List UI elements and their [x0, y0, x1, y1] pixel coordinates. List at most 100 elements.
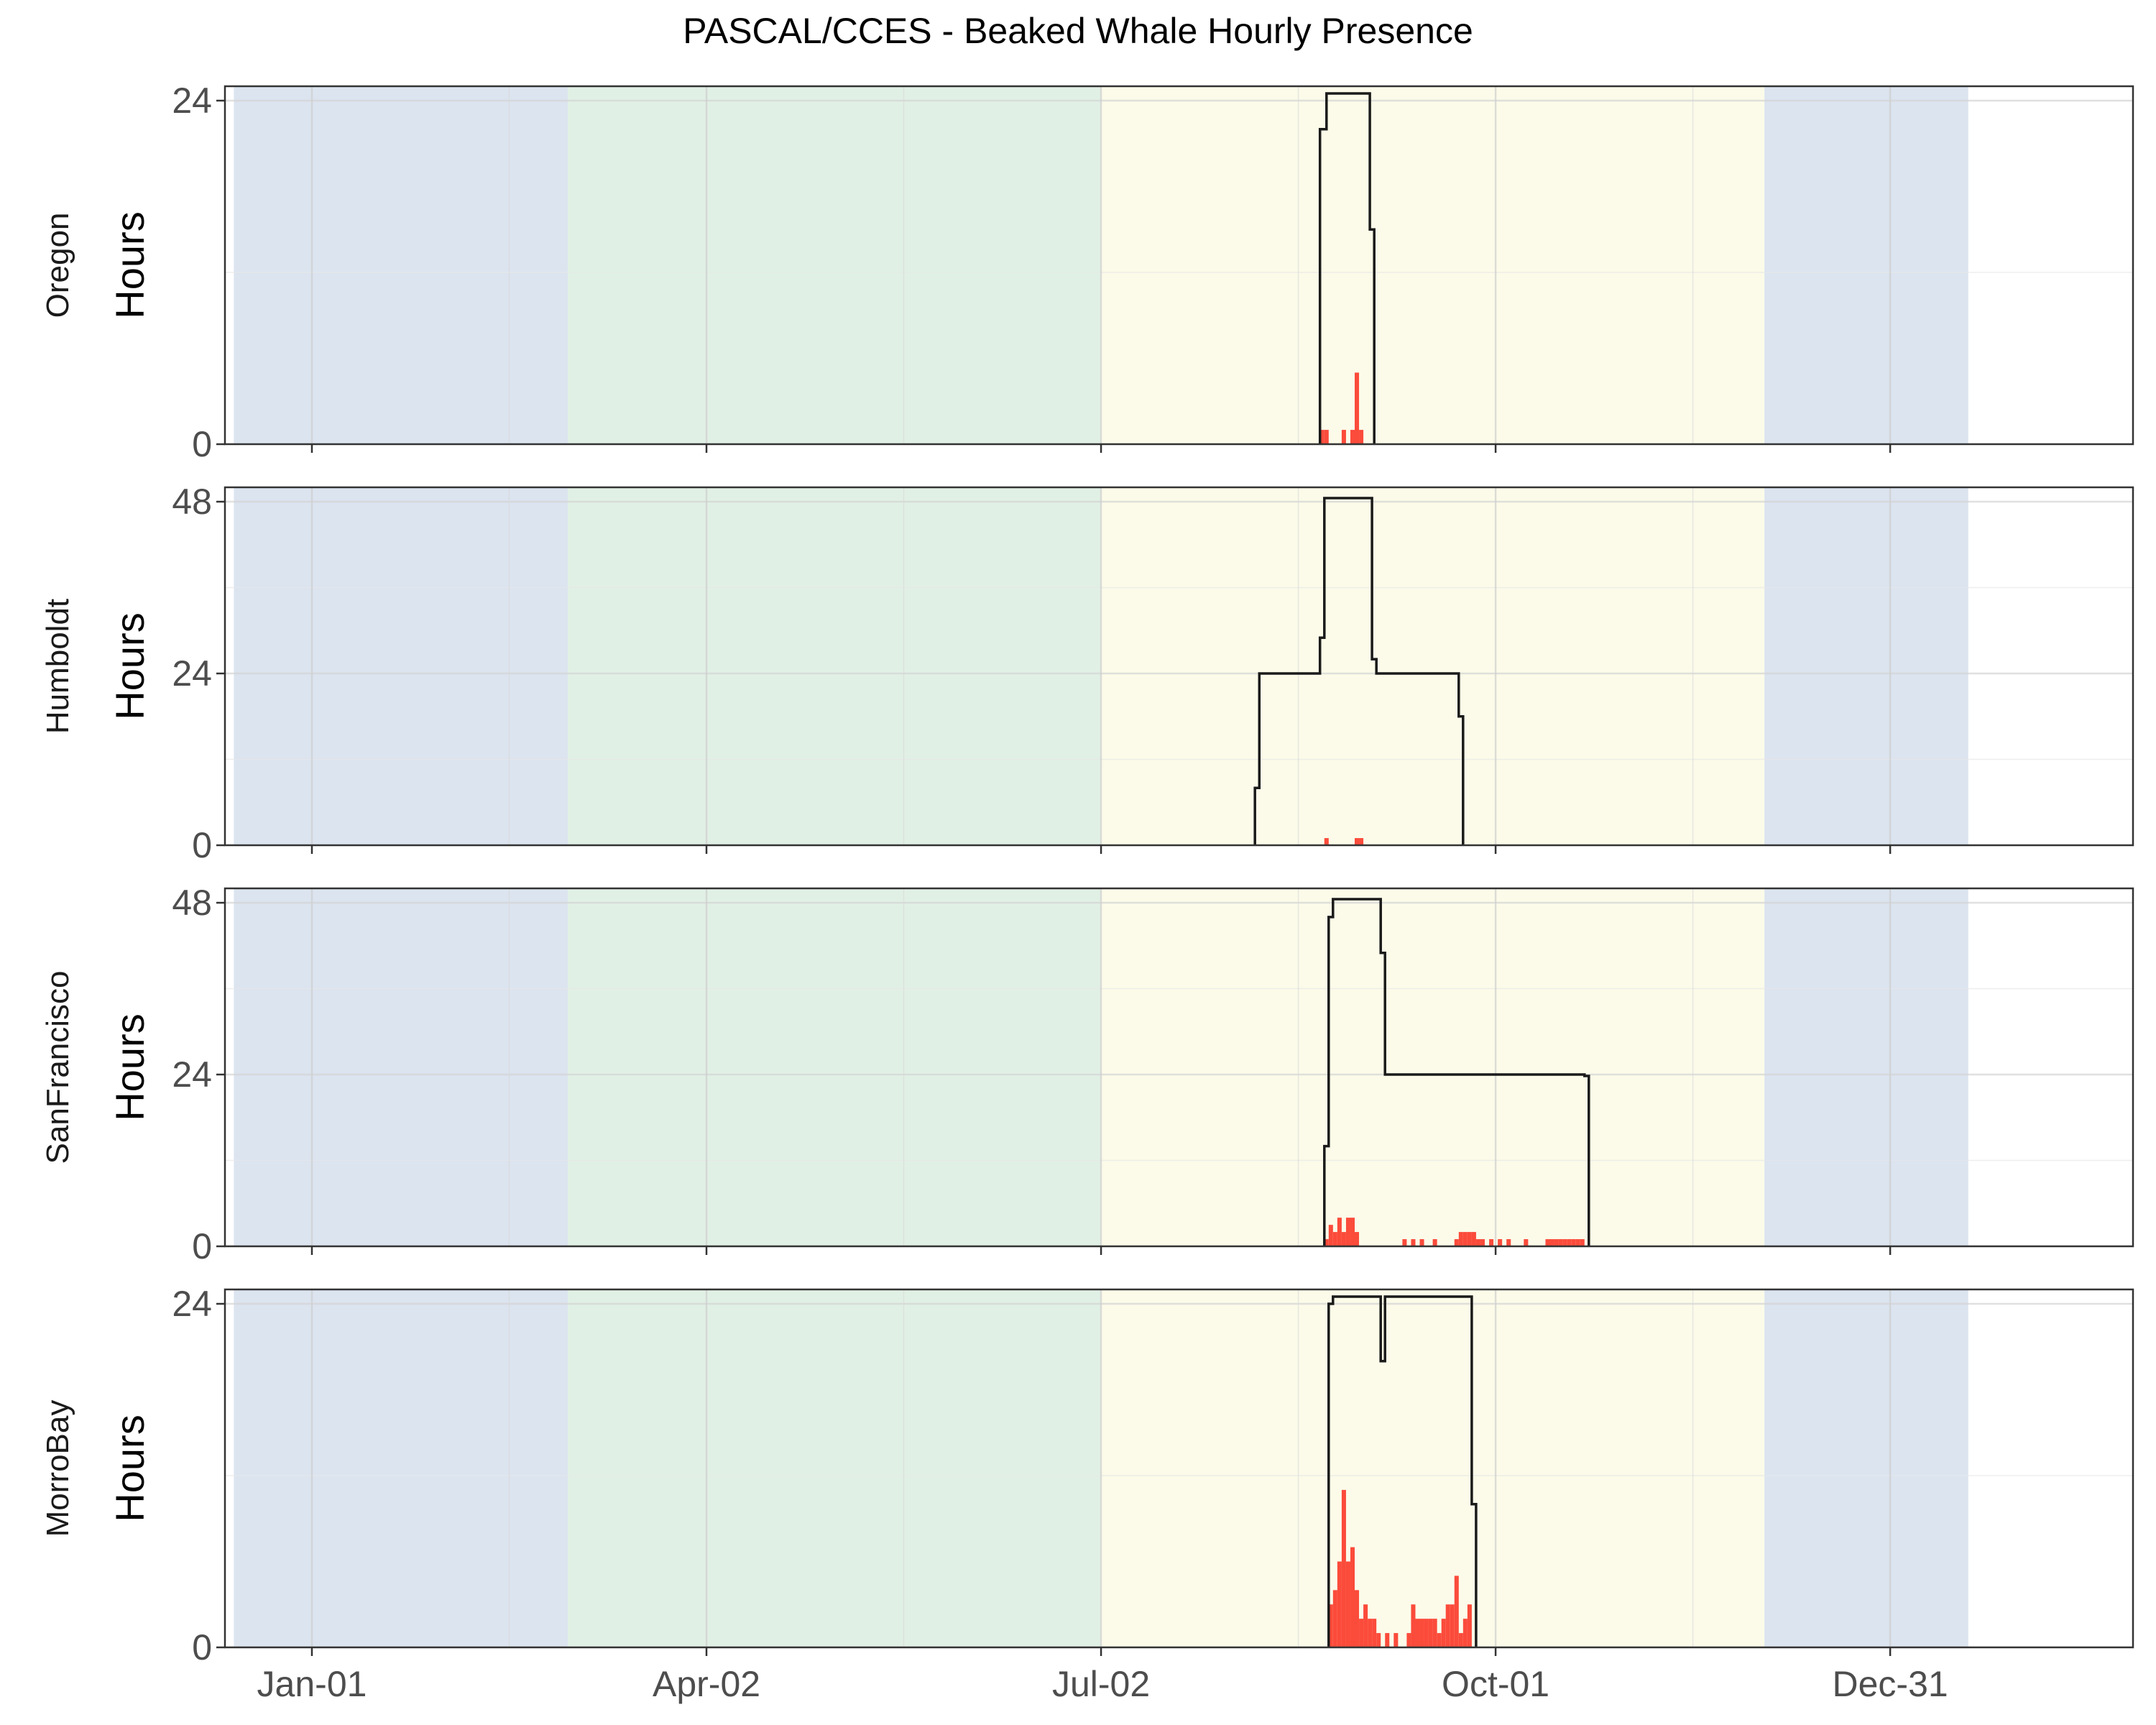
presence-bar [1332, 1232, 1337, 1246]
x-tick-label: Dec-31 [1833, 1664, 1948, 1704]
presence-bar [1406, 1633, 1411, 1647]
season-band-winter [234, 888, 568, 1246]
presence-bar [1355, 372, 1360, 444]
presence-bar [1432, 1619, 1437, 1647]
panel-border [224, 486, 2134, 847]
y-tick-label: 24 [172, 1054, 212, 1095]
presence-bar [1363, 1604, 1368, 1647]
presence-bar [1328, 1604, 1333, 1647]
presence-bar [1458, 1232, 1463, 1246]
presence-bar [1324, 1239, 1329, 1246]
season-band-winter [234, 86, 568, 444]
presence-bar [1450, 1604, 1455, 1647]
presence-bar [1350, 1218, 1355, 1246]
presence-bar [1562, 1239, 1567, 1246]
presence-bar [1332, 1590, 1337, 1647]
facet-label-morrobay: MorroBay [40, 1400, 75, 1537]
presence-bar [1345, 1218, 1350, 1246]
y-tick-label: 0 [192, 424, 212, 464]
y-axis-label: Hours [107, 1013, 152, 1121]
panel-border [224, 887, 2134, 1248]
facet-label-humboldt: Humboldt [40, 599, 75, 734]
season-band-spring [567, 888, 1102, 1246]
presence-bar [1368, 1619, 1373, 1647]
presence-bar [1580, 1239, 1585, 1246]
presence-bar [1545, 1239, 1550, 1246]
presence-bar [1402, 1239, 1407, 1246]
y-axis-label: Hours [107, 612, 152, 719]
presence-bar [1359, 430, 1364, 444]
x-axis: Jan-01 Apr-02 Jul-02 Oct-01 Dec-31 [257, 1664, 1948, 1704]
presence-bar [1319, 430, 1325, 444]
season-band-winter [234, 1289, 568, 1647]
y-tick-label: 0 [192, 1627, 212, 1668]
season-band-summer [1101, 1289, 1765, 1647]
panel-plot-area [225, 1289, 2133, 1647]
presence-bar [1419, 1619, 1424, 1647]
panel-oregon: 0 24 Hours Oregon [40, 80, 2134, 464]
panel-sanfrancisco: 0 24 48 Hours SanFrancisco [40, 883, 2134, 1266]
season-band-winter [1764, 86, 1968, 444]
y-tick-label: 24 [172, 80, 212, 121]
presence-bar [1558, 1239, 1563, 1246]
panel-border [224, 85, 2134, 446]
season-band-summer [1101, 487, 1765, 845]
presence-bar [1419, 1239, 1424, 1246]
presence-bar [1328, 1225, 1333, 1246]
presence-bar [1337, 1561, 1342, 1647]
facet-label-oregon: Oregon [40, 213, 75, 318]
effort-line [1323, 898, 1590, 1246]
season-band-winter [234, 487, 568, 845]
season-band-spring [567, 1289, 1102, 1647]
y-tick-label: 48 [172, 883, 212, 923]
presence-bar [1393, 1633, 1399, 1647]
season-band-spring [567, 86, 1102, 444]
presence-bar [1567, 1239, 1572, 1246]
panel-border [224, 1288, 2134, 1649]
presence-bar [1524, 1239, 1529, 1246]
presence-bar [1571, 1239, 1576, 1246]
season-band-summer [1101, 888, 1765, 1246]
presence-bar [1415, 1619, 1420, 1647]
panel-morrobay: 0 24 Hours MorroBay [40, 1284, 2134, 1668]
chart-title: PASCAL/CCES - Beaked Whale Hourly Presen… [683, 11, 1473, 51]
presence-bar [1441, 1619, 1446, 1647]
presence-bar [1432, 1239, 1437, 1246]
presence-bar [1341, 1232, 1346, 1246]
presence-bar [1554, 1239, 1559, 1246]
presence-bar [1506, 1239, 1511, 1246]
presence-bar [1350, 430, 1355, 444]
presence-bar [1372, 1619, 1377, 1647]
panel-plot-area [225, 86, 2133, 444]
season-band-summer [1101, 86, 1765, 444]
presence-bar [1575, 1239, 1580, 1246]
presence-bar [1411, 1239, 1416, 1246]
y-tick-label: 0 [192, 825, 212, 865]
y-axis-label: Hours [107, 1414, 152, 1522]
panel-humboldt: 0 24 48 Hours Humboldt [40, 482, 2134, 865]
presence-bar [1324, 838, 1329, 845]
y-tick-label: 24 [172, 653, 212, 694]
presence-bar [1454, 1239, 1459, 1246]
presence-bar [1489, 1239, 1494, 1246]
presence-bar [1411, 1604, 1416, 1647]
presence-bar [1376, 1633, 1381, 1647]
y-axis-label: Hours [107, 211, 152, 318]
presence-bar [1355, 1232, 1360, 1246]
presence-bar [1337, 1218, 1342, 1246]
presence-bar [1480, 1239, 1485, 1246]
presence-bar [1462, 1619, 1468, 1647]
presence-bar [1355, 1590, 1360, 1647]
presence-bar [1424, 1619, 1429, 1647]
presence-bar [1454, 1576, 1459, 1647]
season-band-spring [567, 487, 1102, 845]
presence-bar [1345, 1561, 1350, 1647]
y-tick-label: 24 [172, 1284, 212, 1324]
facet-label-sanfrancisco: SanFrancisco [40, 970, 75, 1164]
x-tick-label: Jan-01 [257, 1664, 367, 1704]
presence-bar [1341, 1489, 1346, 1647]
presence-bar [1341, 430, 1346, 444]
effort-line [1318, 92, 1376, 444]
panel-plot-area [225, 888, 2133, 1246]
